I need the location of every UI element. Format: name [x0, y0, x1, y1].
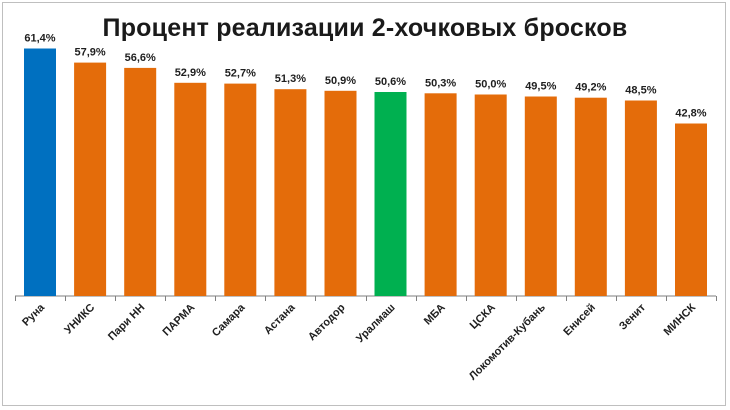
data-label: 57,9% — [74, 47, 105, 59]
data-label: 52,7% — [225, 68, 256, 80]
bar — [224, 83, 257, 296]
bar — [24, 48, 56, 296]
bar — [574, 97, 607, 296]
bar — [424, 93, 457, 296]
data-label: 50,3% — [425, 77, 456, 89]
data-label: 49,5% — [525, 81, 556, 93]
x-tick-label: УНИКС — [62, 302, 97, 337]
data-label: 49,2% — [575, 82, 606, 94]
x-tick-label: ПАРМА — [161, 302, 198, 339]
bar — [374, 92, 407, 296]
data-label: 52,9% — [175, 67, 206, 79]
x-tick-label: МБА — [422, 302, 448, 328]
x-tick-label: Уралмаш — [354, 302, 398, 346]
x-tick-label: Руна — [20, 301, 48, 329]
x-tick-label: Енисей — [561, 302, 598, 339]
x-tick-label: Зенит — [617, 301, 648, 332]
x-tick-label: Пари НН — [106, 302, 147, 343]
data-label: 51,3% — [275, 73, 306, 85]
data-label: 42,8% — [675, 108, 706, 120]
chart-title: Процент реализации 2-хочковых бросков — [102, 14, 628, 42]
data-label: 50,0% — [475, 79, 506, 91]
bar — [675, 123, 707, 296]
bar — [324, 90, 357, 296]
bar — [474, 94, 507, 296]
bar — [624, 100, 657, 296]
bar — [124, 67, 157, 297]
x-tick-label: ЦСКА — [468, 302, 498, 332]
bar — [274, 89, 307, 296]
data-label: 50,9% — [325, 75, 356, 87]
x-tick-label: Астана — [262, 301, 298, 337]
bar — [74, 62, 107, 296]
x-tick-label: МИНСК — [662, 301, 699, 338]
data-label: 61,4% — [24, 33, 55, 45]
bar — [524, 96, 557, 296]
data-label: 48,5% — [625, 85, 656, 97]
data-label: 56,6% — [125, 52, 156, 64]
bar — [174, 82, 207, 296]
data-label: 50,6% — [375, 76, 406, 88]
x-tick-label: Автодор — [306, 301, 348, 343]
x-tick-label: Самара — [210, 301, 248, 339]
